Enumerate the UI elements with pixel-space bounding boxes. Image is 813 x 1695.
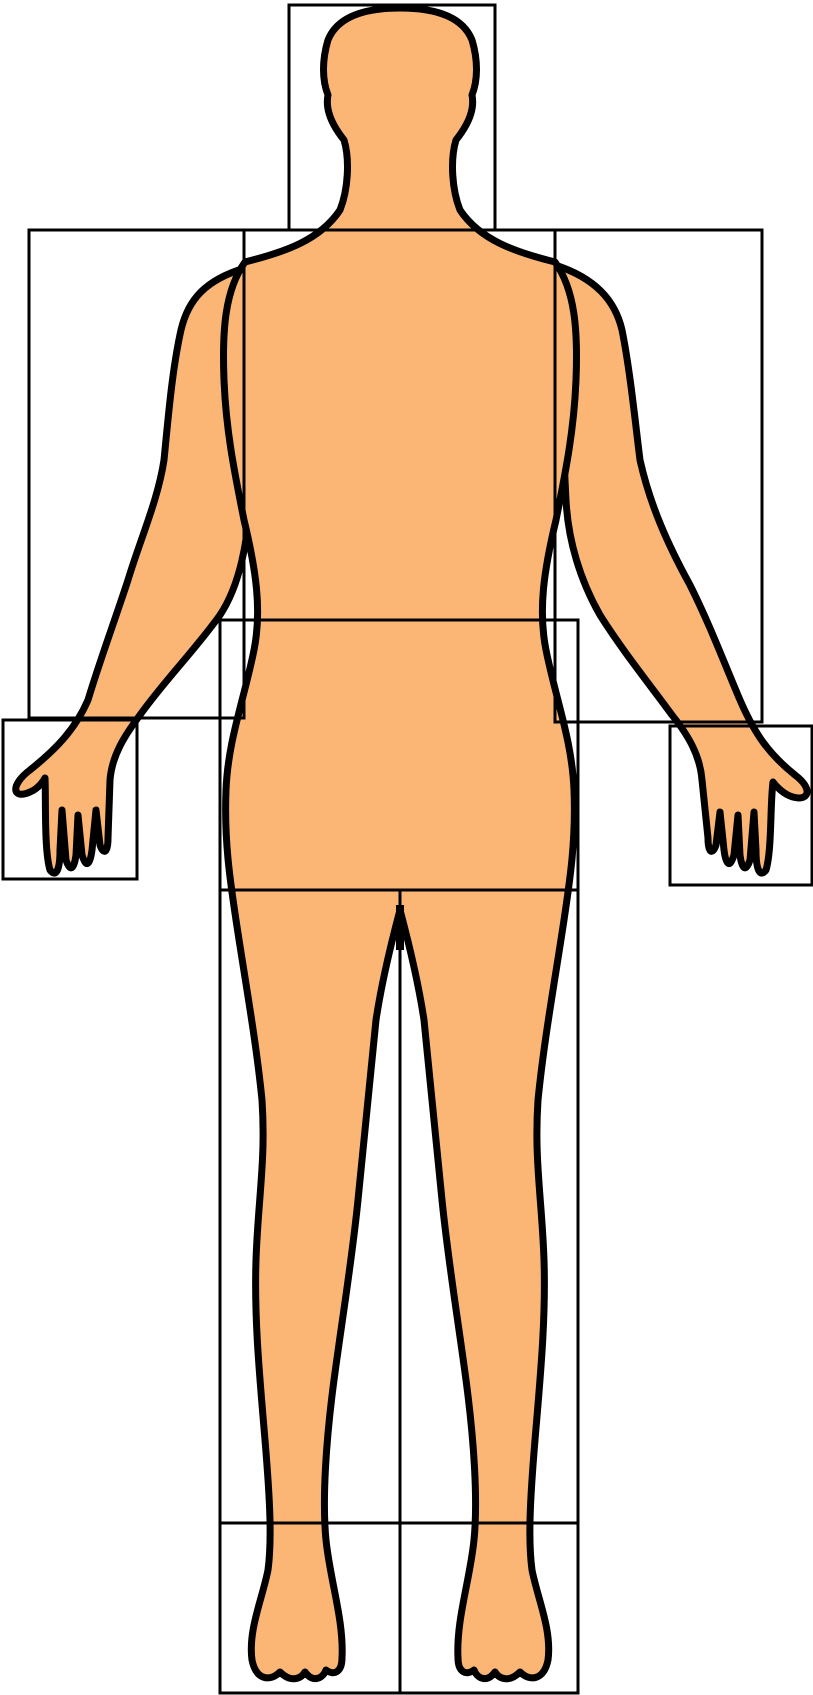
torso-legs-shape [219, 4, 581, 1683]
region-grid [1, 3, 813, 1695]
right-hand-region[interactable] [668, 724, 813, 887]
right-arm-shape [551, 261, 811, 877]
left-hand-region[interactable] [1, 718, 139, 881]
body-silhouette [12, 4, 811, 1683]
right-arm-region[interactable] [553, 228, 764, 724]
left-arm-shape [12, 264, 255, 877]
right-foot-region[interactable] [398, 1521, 580, 1695]
